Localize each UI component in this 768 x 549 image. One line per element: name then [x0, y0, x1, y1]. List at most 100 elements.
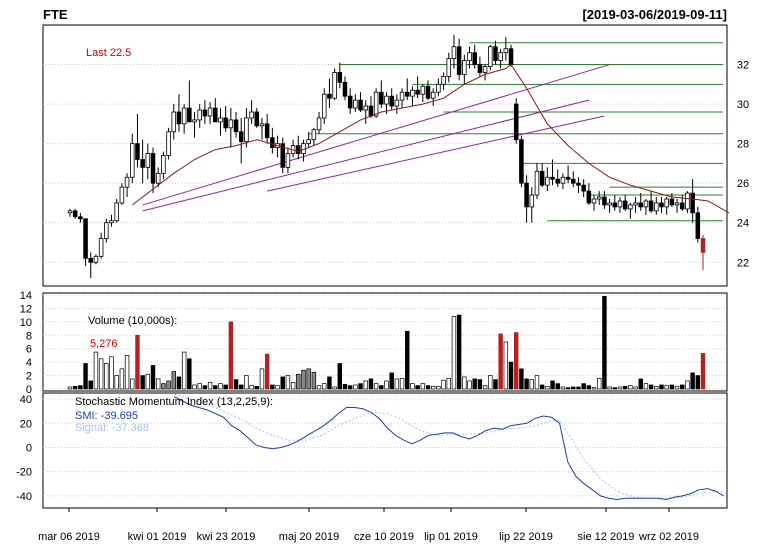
candle-body: [202, 109, 208, 117]
volume-bar: [664, 385, 669, 390]
volume-bar: [597, 377, 602, 390]
candle-body: [72, 210, 78, 218]
candle-body: [83, 218, 88, 259]
volume-bar: [124, 355, 130, 390]
volume-bar: [524, 378, 529, 390]
volume-bar: [539, 384, 545, 390]
candle-body: [150, 153, 156, 184]
candle-body: [695, 212, 701, 239]
candle-body: [633, 202, 638, 206]
candle-body: [690, 192, 695, 214]
candle-body: [88, 257, 94, 263]
volume-bar: [415, 385, 420, 390]
volume-tick-label: 2: [26, 371, 32, 383]
candle-body: [228, 119, 234, 129]
candle-body: [446, 58, 452, 77]
volume-bar: [379, 385, 384, 390]
candle-body: [223, 117, 228, 129]
volume-bar: [638, 378, 643, 390]
volume-bar: [399, 377, 405, 390]
candle-body: [529, 194, 535, 208]
x-tick-label: maj 20 2019: [279, 531, 340, 543]
candle-body: [254, 111, 260, 127]
volume-bar: [513, 332, 519, 390]
volume-tick-label: 14: [20, 290, 32, 302]
volume-bar: [135, 334, 140, 390]
x-tick-label: wrz 02 2019: [638, 531, 699, 543]
volume-bar: [410, 383, 415, 390]
volume-bar: [98, 358, 104, 390]
x-tick-label: lip 01 2019: [424, 531, 478, 543]
volume-bar: [150, 365, 156, 390]
volume-bar: [342, 383, 348, 390]
candle-body: [197, 109, 202, 121]
candle-body: [213, 107, 218, 123]
volume-bar: [353, 384, 358, 390]
candle-body: [93, 255, 99, 263]
volume-bar: [88, 380, 93, 390]
x-tick-label: mar 06 2019: [38, 531, 100, 543]
volume-bar: [394, 378, 400, 390]
candle-body: [98, 238, 104, 257]
volume-bar: [529, 379, 534, 390]
smi-tick-label: 40: [20, 394, 32, 406]
candle-body: [280, 143, 285, 168]
candle-body: [316, 117, 322, 131]
candle-body: [415, 89, 420, 95]
volume-bar: [690, 372, 695, 390]
volume-bar: [228, 321, 234, 390]
candle-body: [67, 210, 73, 214]
volume-tick-label: 4: [26, 357, 32, 369]
volume-bar: [420, 383, 426, 390]
volume-bar: [617, 386, 623, 390]
volume-bar: [472, 378, 477, 390]
volume-bar: [498, 333, 503, 390]
candle-body: [145, 153, 151, 168]
volume-bar: [290, 381, 296, 390]
smi-value-label: SMI: -39.695: [75, 410, 138, 422]
candle-body: [109, 220, 114, 224]
volume-bar: [337, 363, 343, 390]
price-tick-label: 26: [737, 178, 749, 190]
price-y-axis: 22 24 26 28 30 32: [737, 60, 749, 270]
price-candles: [67, 34, 706, 279]
volume-bar: [519, 368, 524, 390]
candle-body: [337, 72, 343, 83]
x-tick-label: kwi 23 2019: [197, 531, 256, 543]
volume-bar: [280, 376, 285, 390]
candle-body: [187, 107, 192, 123]
volume-bar: [488, 375, 493, 390]
candle-body: [155, 172, 161, 184]
candle-body: [389, 95, 394, 107]
trendline: [142, 64, 610, 206]
x-tick-label: lip 22 2019: [499, 531, 553, 543]
candle-body: [586, 190, 592, 204]
volume-bar: [680, 384, 685, 390]
volume-bar: [181, 351, 187, 390]
volume-bar: [176, 376, 182, 390]
volume-bar: [586, 385, 592, 390]
x-tick-label: cze 10 2019: [354, 531, 414, 543]
volume-bar: [296, 373, 301, 390]
candle-body: [648, 200, 654, 212]
candle-body: [327, 93, 332, 99]
candle-body: [358, 99, 363, 111]
volume-bar: [347, 385, 353, 390]
volume-bar: [249, 385, 254, 390]
volume-bar: [285, 375, 291, 390]
smi-line: [173, 396, 724, 501]
candle-body: [218, 117, 223, 123]
volume-bar: [674, 385, 680, 390]
candle-body: [576, 182, 581, 186]
volume-bar: [306, 368, 311, 390]
volume-bar: [368, 378, 374, 390]
smi-tick-label: 0: [26, 442, 32, 454]
candle-body: [430, 91, 436, 99]
volume-bar: [622, 385, 628, 390]
volume-bar: [270, 384, 275, 390]
volume-bar: [171, 371, 176, 390]
volume-bar: [607, 386, 612, 390]
volume-bar: [207, 381, 213, 390]
volume-bar: [695, 375, 701, 390]
